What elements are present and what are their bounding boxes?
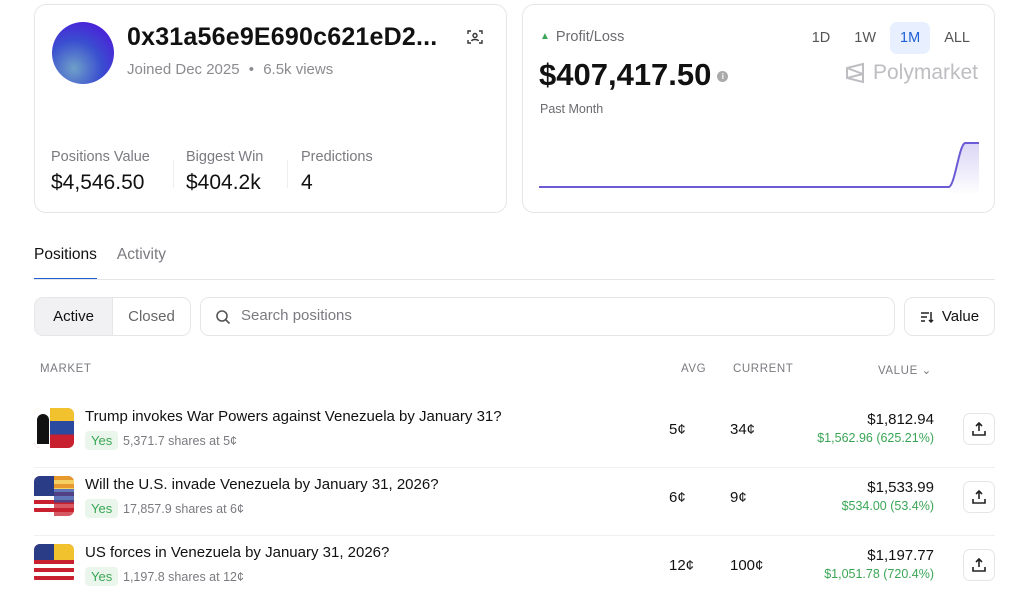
brand-name: Polymarket <box>872 61 978 84</box>
shares-info: 1,197.8 shares at 12¢ <box>123 570 244 584</box>
info-icon[interactable]: i <box>717 71 729 82</box>
sparkline-fill <box>949 143 979 195</box>
range-selector: 1D 1W 1M ALL <box>802 22 980 54</box>
market-image <box>34 544 74 584</box>
share-icon <box>972 422 986 436</box>
stat-value: $404.2k <box>186 171 261 194</box>
share-button[interactable] <box>963 481 995 513</box>
current-price: 34¢ <box>730 421 756 438</box>
pnl-label: Profit/Loss <box>555 29 625 45</box>
market-image <box>34 408 74 448</box>
avg-price: 5¢ <box>669 421 686 438</box>
sort-label: Value <box>941 308 980 325</box>
market-title[interactable]: US forces in Venezuela by January 31, 20… <box>85 544 390 561</box>
market-title[interactable]: Trump invokes War Powers against Venezue… <box>85 408 502 425</box>
view-count: 6.5k views <box>263 61 334 78</box>
stat-value: 4 <box>301 171 313 194</box>
header-value-label: VALUE <box>878 365 918 377</box>
market-title[interactable]: Will the U.S. invade Venezuela by Januar… <box>85 476 439 493</box>
stat-biggest-win: Biggest Win $404.2k <box>186 149 263 195</box>
polymarket-logo-icon <box>845 62 864 84</box>
row-divider <box>34 467 995 468</box>
divider <box>287 160 288 188</box>
header-current: CURRENT <box>733 363 794 375</box>
share-button[interactable] <box>963 413 995 445</box>
market-image <box>34 476 74 516</box>
search-box <box>200 297 895 336</box>
shares-info: 17,857.9 shares at 6¢ <box>123 502 244 516</box>
range-1d[interactable]: 1D <box>811 30 831 46</box>
stat-label: Biggest Win <box>186 149 264 165</box>
header-value[interactable]: VALUE ⌄ <box>878 363 932 377</box>
joined-date: Joined Dec 2025 <box>127 61 240 78</box>
position-pnl: $534.00 (53.4%) <box>841 499 934 513</box>
stat-predictions: Predictions 4 <box>301 149 373 195</box>
pnl-period: Past Month <box>540 102 604 116</box>
table-row[interactable]: Will the U.S. invade Venezuela by Januar… <box>34 468 995 536</box>
position-value: $1,812.94 <box>867 411 934 428</box>
meta-separator: • <box>248 61 255 78</box>
scan-profile-icon[interactable] <box>467 29 483 45</box>
table-row[interactable]: US forces in Venezuela by January 31, 20… <box>34 536 995 604</box>
outcome-badge: Yes <box>85 431 119 450</box>
shares-info: 5,371.7 shares at 5¢ <box>123 434 237 448</box>
outcome-badge: Yes <box>85 567 119 586</box>
up-triangle-icon: ▲ <box>540 31 550 42</box>
wallet-address: 0x31a56e9E690c621eD2... <box>127 23 438 51</box>
position-value: $1,197.77 <box>867 547 934 564</box>
header-avg: AVG <box>681 363 707 375</box>
polymarket-logo: Polymarket <box>845 61 978 85</box>
profile-tabs: Positions Activity <box>34 246 166 280</box>
pnl-amount: $407,417.50 <box>539 57 712 92</box>
search-input[interactable] <box>241 307 841 324</box>
share-button[interactable] <box>963 549 995 581</box>
share-icon <box>972 558 986 572</box>
sort-button[interactable]: Value <box>904 297 995 336</box>
position-value: $1,533.99 <box>867 479 934 496</box>
profile-card: 0x31a56e9E690c621eD2... Joined Dec 2025 … <box>34 4 507 213</box>
sort-icon <box>920 311 934 323</box>
avg-price: 6¢ <box>669 489 686 506</box>
search-icon <box>216 310 231 325</box>
range-1m[interactable]: 1M <box>890 22 931 54</box>
sparkline-line <box>539 142 979 188</box>
pnl-sparkline <box>539 142 979 195</box>
stat-positions-value: Positions Value $4,546.50 <box>51 149 150 195</box>
stat-value: $4,546.50 <box>51 171 145 194</box>
range-1w[interactable]: 1W <box>854 30 877 46</box>
range-all[interactable]: ALL <box>944 30 970 46</box>
position-pnl: $1,562.96 (625.21%) <box>817 431 934 445</box>
tab-activity[interactable]: Activity <box>116 246 166 263</box>
row-divider <box>34 535 995 536</box>
position-pnl: $1,051.78 (720.4%) <box>824 567 934 581</box>
pnl-card: ▲ Profit/Loss $407,417.50 i Past Month 1D … <box>522 4 995 213</box>
table-row[interactable]: Trump invokes War Powers against Venezue… <box>34 400 995 468</box>
segment-closed[interactable]: Closed <box>112 298 190 335</box>
stat-label: Positions Value <box>51 149 150 165</box>
header-market: MARKET <box>40 363 92 375</box>
chevron-down-icon: ⌄ <box>921 365 932 377</box>
segment-active[interactable]: Active <box>35 298 112 335</box>
current-price: 9¢ <box>730 489 747 506</box>
share-icon <box>972 490 986 504</box>
tab-divider <box>34 279 995 280</box>
current-price: 100¢ <box>730 557 764 574</box>
tab-positions[interactable]: Positions <box>34 246 97 280</box>
outcome-badge: Yes <box>85 499 119 518</box>
divider <box>173 160 174 188</box>
stat-label: Predictions <box>301 149 373 165</box>
avg-price: 12¢ <box>669 557 695 574</box>
status-segmented-control: Active Closed <box>34 297 191 336</box>
avatar <box>52 22 114 84</box>
